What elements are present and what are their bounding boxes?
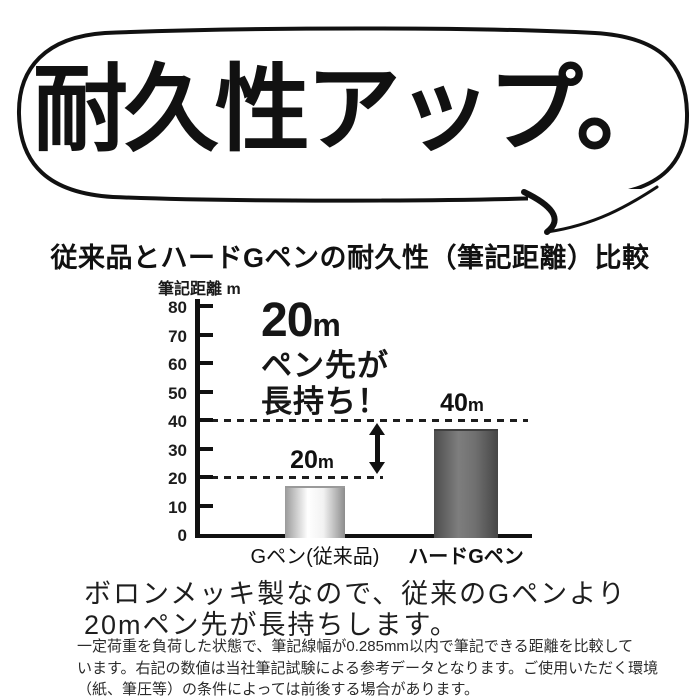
- y-tick-label: 80: [168, 298, 187, 317]
- bar-value-unit: m: [317, 452, 334, 472]
- body-text: ボロンメッキ製なので、従来のGペンより 20mペン先が長持ちします。: [84, 579, 627, 641]
- body-text-line-2: 20mペン先が長持ちします。: [84, 610, 459, 640]
- annotation: 20m ペン先が 長持ち！: [261, 293, 389, 420]
- y-tick-mark: [198, 446, 213, 451]
- dashed-guide-20: [198, 476, 383, 479]
- annotation-line-2: ペン先が: [261, 348, 389, 383]
- y-tick-mark: [198, 332, 213, 337]
- y-axis-label: 筆記距離 m: [158, 281, 241, 298]
- headline: 耐久性アップ。: [32, 57, 671, 163]
- footnote: 一定荷重を負荷した状態で、筆記線幅が0.285mm以内で筆記できる距離を比較して…: [77, 636, 658, 700]
- annotation-number: 20: [261, 294, 313, 347]
- footnote-line-3: （紙、筆圧等）の条件によっては前後する場合があります。: [77, 681, 480, 698]
- difference-arrow: [369, 423, 385, 474]
- y-tick-label: 30: [168, 440, 187, 460]
- arrow-down-icon: [369, 462, 385, 474]
- x-axis-line: [195, 534, 532, 538]
- arrow-shaft: [374, 433, 380, 464]
- annotation-unit: m: [312, 307, 341, 343]
- dashed-guide-40: [198, 419, 528, 422]
- annotation-line-3: 長持ち！: [261, 384, 389, 419]
- y-tick-label: 10: [168, 497, 187, 517]
- arrow-up-icon: [369, 423, 385, 435]
- bar-conventional: [285, 486, 345, 538]
- bar-hard: [434, 429, 498, 538]
- y-tick-label: 0: [177, 526, 187, 545]
- footnote-line-1: 一定荷重を負荷した状態で、筆記線幅が0.285mm以内で筆記できる距離を比較して: [77, 638, 634, 655]
- annotation-line-1: 20m: [261, 293, 389, 348]
- body-text-line-1: ボロンメッキ製なので、従来のGペンより: [84, 579, 627, 609]
- bar-chart: 80 70 60 50 40 30 20 10 0 20m 40m 20m ペン先が 長持ち！ …: [168, 294, 545, 568]
- y-tick-mark: [198, 361, 213, 365]
- y-tick-label: 50: [168, 383, 187, 403]
- y-axis-line: [195, 299, 200, 538]
- speech-bubble-outline: [16, 26, 690, 235]
- category-label-hard: ハードGペン: [408, 546, 524, 568]
- y-tick-label: 70: [168, 326, 187, 346]
- bar-value-number: 40: [440, 389, 468, 417]
- y-tick-label: 60: [168, 355, 187, 374]
- y-tick-mark: [198, 304, 213, 308]
- bar-value-number: 20: [290, 446, 318, 474]
- y-tick-label: 20: [168, 469, 187, 488]
- bar-value-conventional: 20m: [252, 446, 372, 475]
- y-tick-mark: [198, 418, 213, 422]
- y-tick-label: 40: [168, 412, 187, 431]
- y-tick-mark: [198, 503, 213, 508]
- y-tick-mark: [198, 389, 213, 394]
- bar-value-hard: 40m: [402, 389, 522, 418]
- bar-value-unit: m: [467, 395, 484, 415]
- footnote-line-2: います。右記の数値は当社筆記試験による参考データとなります。ご使用いただく環境: [77, 659, 659, 677]
- y-tick-mark: [198, 475, 213, 479]
- chart-title: 従来品とハードGペンの耐久性（筆記距離）比較: [50, 243, 650, 273]
- category-label-conventional: Gペン(従来品): [250, 546, 380, 568]
